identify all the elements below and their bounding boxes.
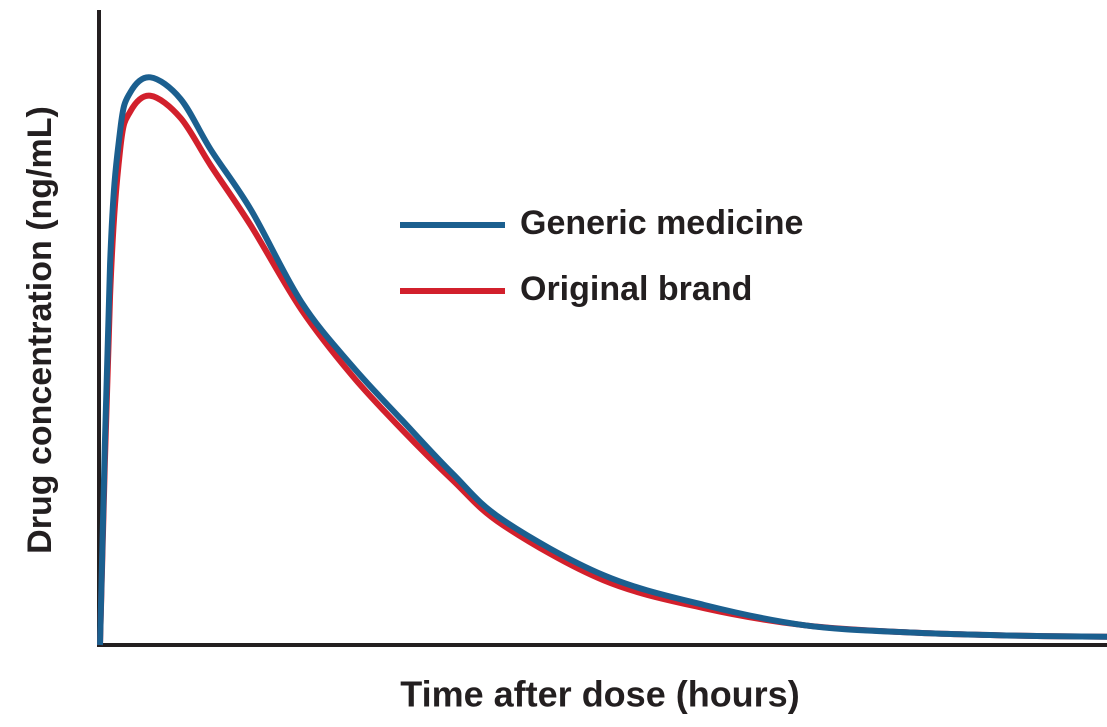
series-line xyxy=(97,92,1107,646)
series-line xyxy=(97,74,1107,646)
legend-label: Generic medicine xyxy=(520,204,803,242)
x-axis-label: Time after dose (hours) xyxy=(400,674,799,715)
y-axis-label: Drug concentration (ng/mL) xyxy=(21,106,59,554)
legend-label: Original brand xyxy=(520,270,752,308)
